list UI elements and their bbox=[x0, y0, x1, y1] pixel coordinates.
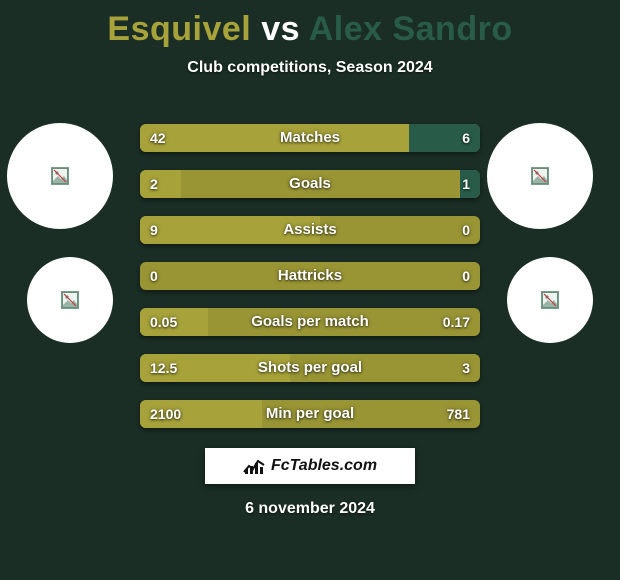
stat-bar-left bbox=[140, 216, 320, 244]
image-placeholder-icon bbox=[531, 167, 549, 185]
player2-name: Alex Sandro bbox=[309, 10, 513, 48]
image-placeholder-icon bbox=[541, 291, 559, 309]
image-placeholder-icon bbox=[61, 291, 79, 309]
stats-bar-group: Matches426 Goals21 Assists90 Hattricks00 Goa… bbox=[140, 124, 480, 446]
watermark-chart-icon bbox=[243, 457, 265, 475]
stat-bar-left bbox=[140, 170, 181, 198]
stat-bar-right bbox=[460, 170, 480, 198]
subtitle: Club competitions, Season 2024 bbox=[0, 59, 620, 77]
player2-avatar-small bbox=[507, 257, 593, 343]
stat-bar-mid bbox=[208, 308, 480, 336]
stat-bar-left bbox=[140, 400, 262, 428]
stat-bar-mid bbox=[262, 400, 480, 428]
stat-row: Min per goal2100781 bbox=[140, 400, 480, 428]
date-label: 6 november 2024 bbox=[0, 500, 620, 518]
player1-avatar-small bbox=[27, 257, 113, 343]
player1-avatar-large bbox=[7, 123, 113, 229]
stat-bar-mid bbox=[181, 170, 460, 198]
player2-avatar-large bbox=[487, 123, 593, 229]
comparison-title: Esquivel vs Alex Sandro bbox=[0, 0, 620, 49]
image-placeholder-icon bbox=[51, 167, 69, 185]
stat-bar-mid bbox=[320, 216, 480, 244]
watermark-text: FcTables.com bbox=[271, 457, 377, 475]
stat-bar-mid bbox=[290, 354, 480, 382]
stat-bar-left bbox=[140, 354, 290, 382]
stat-row: Shots per goal12.53 bbox=[140, 354, 480, 382]
stat-row: Goals21 bbox=[140, 170, 480, 198]
stat-bar-mid bbox=[140, 262, 480, 290]
stat-row: Goals per match0.050.17 bbox=[140, 308, 480, 336]
vs-text: vs bbox=[261, 10, 300, 48]
stat-row: Hattricks00 bbox=[140, 262, 480, 290]
stat-bar-left bbox=[140, 124, 409, 152]
stat-row: Assists90 bbox=[140, 216, 480, 244]
stat-bar-right bbox=[409, 124, 480, 152]
stat-bar-left bbox=[140, 308, 208, 336]
watermark-badge: FcTables.com bbox=[205, 448, 415, 484]
stat-row: Matches426 bbox=[140, 124, 480, 152]
player1-name: Esquivel bbox=[107, 10, 251, 48]
